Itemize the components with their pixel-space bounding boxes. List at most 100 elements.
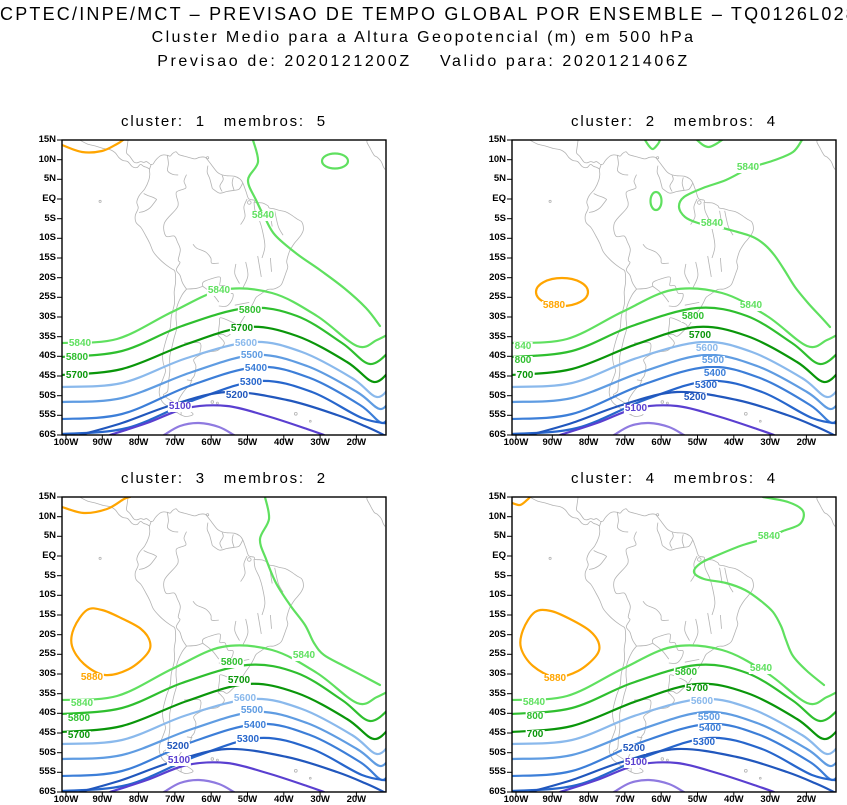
contour-label-5600: 5600: [689, 696, 715, 707]
contour-label-5840: 5840: [521, 697, 547, 708]
lat-tick-label: 60S: [39, 429, 56, 440]
lat-tick-label: 10N: [488, 153, 506, 165]
contour-label-5600: 5600: [232, 693, 258, 704]
contour-label-5100: 5100: [623, 403, 649, 414]
contour-label-5500: 5500: [696, 712, 722, 723]
lat-tick-label: 5S: [494, 569, 506, 581]
lat-tick-label: 25S: [489, 648, 506, 660]
contour-label-5800: 5800: [66, 713, 92, 724]
lat-tick-label: 45S: [39, 370, 56, 381]
contour-label-5500: 5500: [239, 705, 265, 716]
lat-tick-label: 55S: [39, 409, 56, 421]
lat-tick-label: 10N: [488, 510, 506, 522]
lon-tick-label: 20W: [796, 437, 817, 448]
lat-tick-label: 15S: [39, 252, 56, 263]
contour-label-5800: 800: [525, 711, 545, 722]
map-content: [62, 497, 386, 792]
map-svg: [507, 139, 837, 440]
lon-tick-label: 30W: [760, 437, 780, 448]
lat-tick-label: 10S: [39, 232, 56, 244]
lon-tick-label: 90W: [92, 794, 113, 805]
lat-tick-label: 15N: [38, 134, 56, 145]
lat-tick-label: 5N: [493, 530, 506, 542]
lon-tick-label: 60W: [201, 437, 221, 448]
lat-tick-label: 50S: [489, 746, 506, 758]
map-svg: [507, 496, 837, 797]
lon-tick-label: 90W: [542, 437, 563, 448]
lat-tick-label: EQ: [492, 550, 506, 561]
map-frame: [57, 139, 387, 440]
contour-label-5100: 5100: [167, 401, 193, 412]
lat-tick-label: 15N: [488, 134, 506, 145]
lat-tick-label: 55S: [489, 409, 506, 421]
page-subtitle: Cluster Medio para a Altura Geopotencial…: [151, 29, 696, 46]
contour-label-5200: 5200: [224, 390, 250, 401]
contour-label-5300: 5300: [235, 734, 261, 745]
panel-title: cluster: 1 membros: 5: [121, 113, 327, 130]
contour-label-5200: 5200: [165, 741, 191, 752]
lat-tick-label: 40S: [489, 350, 506, 362]
lat-tick-label: 60S: [39, 786, 56, 797]
lon-tick-label: 40W: [724, 794, 744, 805]
lat-tick-label: 15N: [488, 491, 506, 502]
contour-lines: [512, 497, 836, 792]
contour-label-5400: 5400: [242, 720, 268, 731]
contour-label-5700: 5700: [64, 370, 90, 381]
panel-title: cluster: 3 membros: 2: [121, 470, 327, 487]
lon-tick-label: 60W: [651, 437, 671, 448]
lon-tick-label: 50W: [687, 437, 708, 448]
lat-tick-label: 50S: [39, 746, 56, 758]
contour-label-5700: 5700: [226, 675, 252, 686]
lon-tick-label: 80W: [128, 437, 149, 448]
contour-label-5840: 5840: [756, 531, 782, 542]
contour-label-5840: 5840: [250, 210, 276, 221]
lon-tick-label: 70W: [615, 437, 635, 448]
lat-tick-label: 35S: [39, 330, 56, 342]
lon-tick-label: 50W: [687, 794, 708, 805]
contour-label-5800: 5800: [680, 311, 706, 322]
lon-tick-label: 80W: [578, 794, 599, 805]
map-svg: [57, 496, 387, 797]
lat-tick-label: 60S: [489, 786, 506, 797]
lon-tick-label: 20W: [346, 794, 367, 805]
contour-label-5880: 5880: [79, 672, 105, 683]
contour-label-5100: 5100: [623, 757, 649, 768]
contour-label-5400: 5400: [243, 363, 269, 374]
lat-tick-label: EQ: [492, 193, 506, 204]
contour-label-5700: 700: [515, 370, 535, 381]
lat-tick-label: EQ: [42, 550, 56, 561]
lon-tick-label: 30W: [310, 437, 330, 448]
lat-tick-label: 15S: [39, 609, 56, 620]
contour-label-5100: 5100: [166, 755, 192, 766]
forecast-dates: Previsao de: 2020121200Z Valido para: 20…: [157, 53, 690, 70]
map-content: [512, 140, 836, 435]
lat-tick-label: 20S: [489, 271, 506, 283]
lat-tick-label: 60S: [489, 429, 506, 440]
lat-tick-label: 50S: [489, 389, 506, 401]
lon-tick-label: 70W: [615, 794, 635, 805]
lat-tick-label: 20S: [489, 628, 506, 640]
lat-tick-label: 35S: [489, 330, 506, 342]
lat-tick-label: 20S: [39, 628, 56, 640]
lat-tick-label: EQ: [42, 193, 56, 204]
panel-title: cluster: 2 membros: 4: [571, 113, 777, 130]
contour-label-5700: 5700: [684, 683, 710, 694]
panel-cluster-1: cluster: 1 membros: 5 15N 10N 5N EQ 5S 10S 15S 2…: [39, 113, 387, 448]
lon-tick-label: 50W: [237, 437, 258, 448]
map-content: [512, 497, 836, 792]
contour-label-5200: 5200: [682, 392, 708, 403]
contour-label-5880: 5880: [541, 300, 567, 311]
contour-label-5500: 5500: [239, 350, 265, 361]
contour-label-5840: 5840: [748, 663, 774, 674]
lat-tick-label: 40S: [489, 707, 506, 719]
lon-tick-label: 60W: [651, 794, 671, 805]
lon-tick-label: 90W: [92, 437, 113, 448]
contour-label-5200: 5200: [621, 743, 647, 754]
lon-tick-label: 80W: [128, 794, 149, 805]
lat-tick-label: 15S: [489, 609, 506, 620]
lat-tick-label: 40S: [39, 350, 56, 362]
contour-label-5300: 5300: [693, 380, 719, 391]
contour-label-5800: 5800: [64, 352, 90, 363]
lat-tick-label: 25S: [39, 648, 56, 660]
lat-tick-label: 10S: [489, 589, 506, 601]
